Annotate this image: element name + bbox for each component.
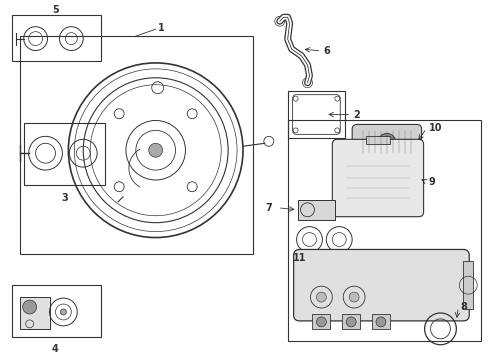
Bar [287,121,480,341]
Text: 3: 3 [61,193,68,203]
Circle shape [348,292,358,302]
FancyBboxPatch shape [332,139,423,217]
Circle shape [61,309,66,315]
Bar [20,297,49,329]
Circle shape [375,317,385,327]
Text: 4: 4 [52,344,59,354]
Bar [20,36,252,255]
FancyBboxPatch shape [293,249,468,321]
Bar [371,314,389,329]
FancyBboxPatch shape [351,125,421,160]
Text: 11: 11 [292,253,305,264]
Bar [297,200,335,220]
Bar [366,136,389,144]
Circle shape [316,317,325,327]
Bar [342,314,359,329]
Text: 6: 6 [323,46,329,56]
Circle shape [316,292,325,302]
Text: 5: 5 [52,5,59,15]
Circle shape [148,143,163,157]
Bar [287,91,345,138]
Bar [12,285,101,337]
Text: 10: 10 [427,123,441,134]
Bar [462,261,472,309]
Circle shape [346,317,355,327]
Bar [24,123,105,185]
Circle shape [377,133,395,151]
Text: 2: 2 [352,109,359,120]
Circle shape [22,300,37,314]
Text: 8: 8 [459,302,466,312]
Text: 1: 1 [157,23,164,33]
Text: 9: 9 [427,177,434,187]
Bar [12,15,101,61]
Text: 7: 7 [264,203,271,213]
Bar [312,314,330,329]
